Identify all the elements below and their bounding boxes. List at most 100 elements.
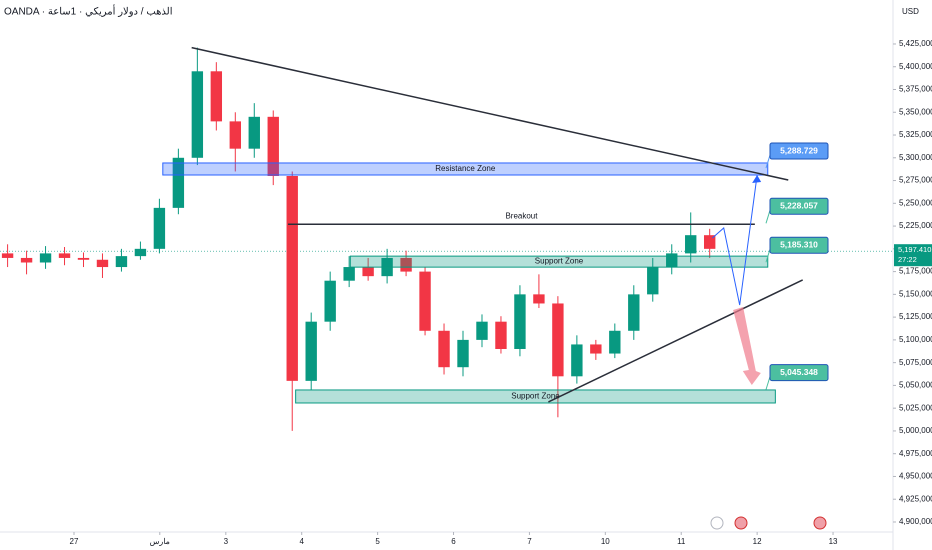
candle-body — [248, 116, 260, 149]
symbol-header: OANDA · الذهب / دولار أمريكي · 1ساعة — [4, 5, 173, 18]
level-label: 5,288.729 — [780, 145, 818, 155]
zone — [295, 389, 776, 404]
candle-body — [647, 267, 659, 295]
y-tick-label: 5,225,000 — [899, 221, 932, 230]
y-tick-label: 4,950,000 — [899, 472, 932, 481]
candle-body — [514, 294, 526, 349]
currency-unit: USD — [902, 7, 919, 16]
candle-body — [191, 71, 204, 158]
candle-body — [438, 330, 450, 368]
x-tick-label: 7 — [527, 537, 532, 546]
level-connector — [765, 376, 771, 390]
event-icon[interactable] — [710, 516, 724, 530]
plot: Resistance Zone Support Zone Support Zone B… — [0, 46, 893, 431]
level-label: 5,228.057 — [780, 201, 818, 211]
y-tick-label: 5,100,000 — [899, 335, 932, 344]
level-label: 5,185.310 — [780, 239, 818, 249]
candle-body — [39, 253, 52, 263]
y-tick-label: 5,325,000 — [899, 130, 932, 139]
candle-body — [1, 253, 14, 258]
candle-body — [362, 267, 374, 277]
candle-body — [286, 175, 298, 381]
y-tick-label: 5,125,000 — [899, 312, 932, 321]
current-price-label: 5,197.410 — [898, 245, 931, 254]
candle-body — [134, 248, 147, 257]
candle-body — [571, 344, 583, 377]
candle-body — [210, 71, 223, 122]
level-box — [769, 236, 829, 254]
y-tick-label: 5,050,000 — [899, 381, 932, 390]
candle-body — [153, 207, 166, 249]
y-tick-label: 4,900,000 — [899, 517, 932, 526]
candle-body — [533, 294, 545, 304]
x-tick-label: 4 — [299, 537, 304, 546]
y-tick-label: 5,000,000 — [899, 426, 932, 435]
candle-body — [552, 303, 564, 377]
zone-label: Resistance Zone — [435, 164, 496, 173]
candle-body — [685, 235, 697, 254]
candle-body — [115, 256, 128, 268]
level-box — [769, 364, 829, 382]
y-tick-label: 5,275,000 — [899, 176, 932, 185]
y-tick-label: 4,925,000 — [899, 494, 932, 503]
x-tick-label: 12 — [753, 537, 762, 546]
countdown: 27:22 — [898, 255, 917, 264]
level-box — [769, 197, 829, 215]
candle-body — [590, 344, 602, 354]
y-tick-label: 5,425,000 — [899, 39, 932, 48]
candle-body — [305, 321, 317, 381]
candle-body — [400, 257, 412, 272]
x-tick-label: مارس — [150, 537, 170, 546]
zone — [162, 162, 769, 176]
x-tick-label: 3 — [224, 537, 229, 546]
zone-label: Support Zone — [511, 392, 560, 401]
level-box — [769, 142, 829, 160]
candle-body — [666, 253, 678, 268]
level-connector — [765, 154, 771, 169]
candle-body — [457, 339, 469, 368]
candle-body — [609, 330, 621, 354]
event-flag[interactable] — [813, 516, 827, 530]
x-tick-label: 5 — [375, 537, 380, 546]
x-tick-label: 27 — [70, 537, 79, 546]
trend-line — [191, 46, 789, 181]
x-tick-label: 13 — [829, 537, 838, 546]
candle-body — [324, 280, 336, 322]
candle-body — [419, 271, 431, 331]
x-tick-label: 6 — [451, 537, 456, 546]
candle-body — [343, 267, 355, 281]
candle-body — [476, 321, 488, 340]
projection-path — [712, 174, 758, 306]
level-connector — [765, 249, 771, 263]
candle-body — [77, 257, 90, 260]
projection-arrowhead — [752, 174, 762, 183]
x-tick-label: 11 — [677, 537, 686, 546]
candle-body — [267, 116, 279, 176]
y-tick-label: 5,375,000 — [899, 85, 932, 94]
current-price-tag — [894, 244, 932, 267]
y-tick-label: 5,400,000 — [899, 62, 932, 71]
y-tick-label: 5,175,000 — [899, 267, 932, 276]
event-flag[interactable] — [734, 516, 748, 530]
y-tick-label: 4,975,000 — [899, 449, 932, 458]
y-tick-label: 5,075,000 — [899, 358, 932, 367]
candle-body — [58, 253, 71, 258]
line-label: Breakout — [505, 211, 538, 220]
zone — [349, 255, 769, 268]
y-tick-label: 5,300,000 — [899, 153, 932, 162]
zone-label: Support Zone — [535, 257, 584, 266]
candle-body — [96, 259, 109, 268]
candle-body — [704, 235, 716, 249]
x-tick-label: 10 — [601, 537, 610, 546]
candle-body — [628, 294, 640, 331]
y-tick-label: 5,150,000 — [899, 289, 932, 298]
candle-body — [172, 157, 185, 208]
drop-arrow — [733, 307, 761, 386]
y-tick-label: 5,250,000 — [899, 198, 932, 207]
y-tick-label: 5,025,000 — [899, 403, 932, 412]
trend-line — [548, 279, 803, 403]
candle-body — [20, 257, 33, 263]
